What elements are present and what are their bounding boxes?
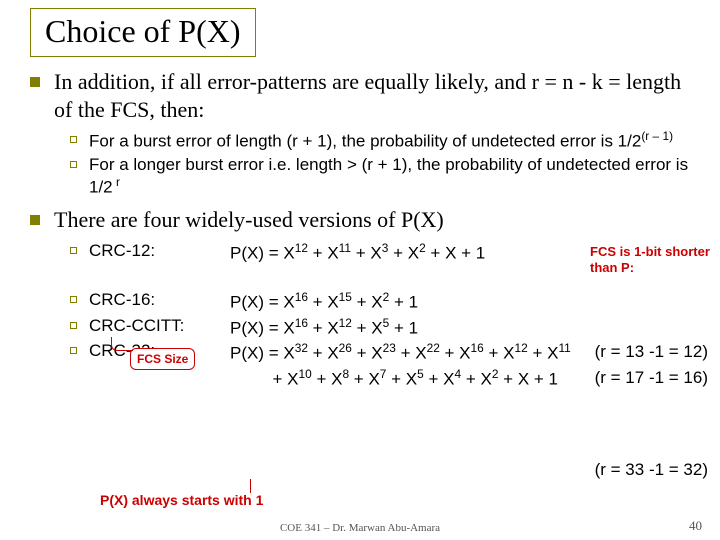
r17-value: (r = 17 -1 = 16): [595, 368, 708, 388]
footer-course: COE 341 – Dr. Marwan Abu-Amara: [0, 522, 720, 534]
burst-error-2: For a longer burst error i.e. length > (…: [89, 154, 690, 198]
burst2-exp: r: [113, 175, 120, 189]
crc-ccitt-row: CRC-CCITT: P(X) = X16 + X12 + X5 + 1: [70, 315, 690, 341]
always-starts-note: P(X) always starts with 1: [100, 492, 263, 508]
square-bullet-icon: [30, 77, 40, 87]
bullet-level2: For a burst error of length (r + 1), the…: [70, 129, 690, 152]
intro-text: In addition, if all error-patterns are e…: [54, 68, 690, 123]
widely-used-text: There are four widely-used versions of P…: [54, 206, 444, 234]
r33-value: (r = 33 -1 = 32): [595, 460, 708, 480]
fcs-size-callout: FCS Size: [130, 348, 195, 370]
square-bullet-icon: [30, 215, 40, 225]
square-outline-bullet-icon: [70, 347, 77, 354]
ccitt-label: CRC-CCITT:: [89, 315, 184, 341]
square-outline-bullet-icon: [70, 247, 77, 254]
square-outline-bullet-icon: [70, 296, 77, 303]
bullet-level2: For a longer burst error i.e. length > (…: [70, 154, 690, 198]
callout-connector-icon: [250, 479, 252, 493]
bullet-level1: There are four widely-used versions of P…: [30, 206, 690, 234]
crc-16-row: CRC-16: P(X) = X16 + X15 + X2 + 1: [70, 289, 690, 315]
crc12-label: CRC-12:: [89, 240, 155, 266]
burst1-text: For a burst error of length (r + 1), the…: [89, 132, 641, 151]
fcs-note: FCS is 1-bit shorter than P:: [590, 244, 710, 275]
square-outline-bullet-icon: [70, 161, 77, 168]
crc16-label: CRC-16:: [89, 289, 155, 315]
callout-connector-icon: [111, 337, 133, 351]
page-number: 40: [689, 518, 702, 534]
burst2-text: For a longer burst error i.e. length > (…: [89, 155, 688, 197]
burst1-exp: (r – 1): [641, 129, 673, 143]
r13-value: (r = 13 -1 = 12): [595, 342, 708, 362]
square-outline-bullet-icon: [70, 322, 77, 329]
page-title: Choice of P(X): [45, 13, 241, 50]
bullet-level1: In addition, if all error-patterns are e…: [30, 68, 690, 123]
title-box: Choice of P(X): [30, 8, 256, 57]
square-outline-bullet-icon: [70, 136, 77, 143]
burst-error-1: For a burst error of length (r + 1), the…: [89, 129, 673, 152]
ccitt-formula: P(X) = X16 + X12 + X5 + 1: [230, 315, 690, 341]
crc16-formula: P(X) = X16 + X15 + X2 + 1: [230, 289, 690, 315]
